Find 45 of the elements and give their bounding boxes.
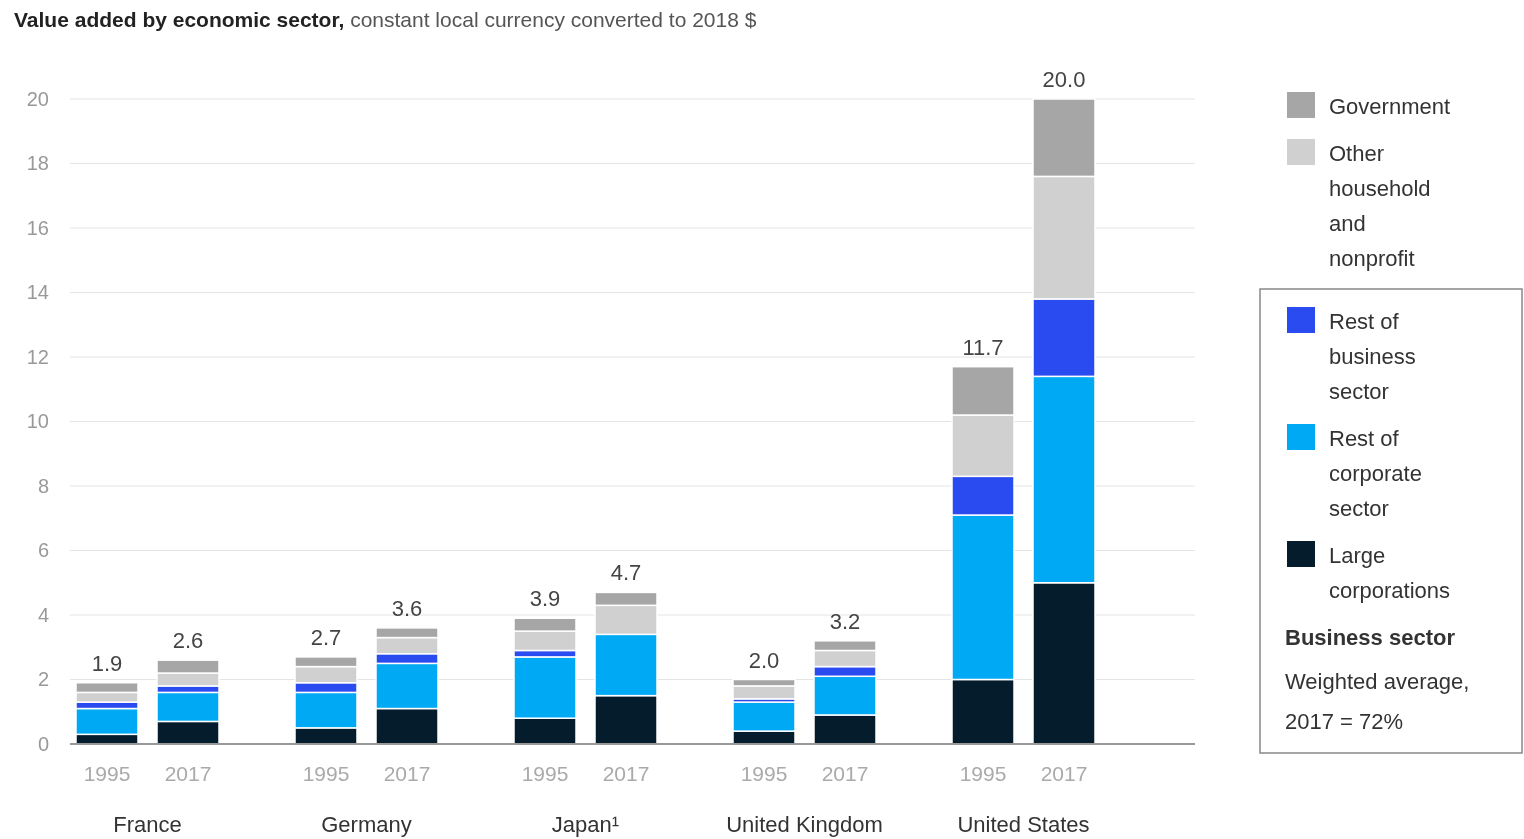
total-label: 3.2 [829,608,861,634]
y-tick-label: 10 [26,410,49,433]
total-label: 4.7 [610,560,642,586]
legend-label: Other household and nonprofit [1329,141,1431,271]
y-tick-label: 8 [37,474,49,497]
text: Germany [321,812,412,837]
x-tick-label: 1995 [959,762,1007,785]
legend-label: Rest of corporate sector [1329,426,1422,521]
text: United States [957,812,1090,837]
legend-label: Government [1329,94,1451,119]
total-label: 2.7 [310,624,342,650]
text: United Kingdom [726,812,883,837]
y-tick-label: 0 [37,732,49,755]
y-tick-label: 2 [37,668,49,691]
y-tick-label: 20 [26,87,49,110]
legend-label: Rest of business sector [1329,309,1416,404]
y-tick-label: 4 [37,603,49,626]
total-label: 2.6 [172,628,204,654]
legend-label: Large corporations [1329,543,1451,603]
x-tick-label: 1995 [83,762,131,785]
y-tick-label: 6 [37,539,49,562]
y-tick-label: 14 [26,281,49,304]
x-tick-label: 2017 [602,762,650,785]
y-tick-label: 16 [26,216,49,239]
text: Weighted average, 2017 = 72% [1285,669,1470,734]
text: Business sector [1285,625,1456,650]
total-label: 1.9 [91,650,123,676]
chart-title: Value added by economic sector, [14,8,345,31]
text: Japan¹ [551,812,620,837]
total-label: 11.7 [962,334,1004,360]
text: France [113,812,182,837]
y-tick-label: 18 [26,152,49,175]
x-tick-label: 1995 [302,762,350,785]
total-label: 20.0 [1042,67,1086,92]
chart-subtitle: constant local currency converted to 2018 $ [344,8,757,31]
x-tick-label: 1995 [740,762,788,785]
x-tick-label: 2017 [383,762,431,785]
x-tick-label: 2017 [1040,762,1088,785]
x-tick-label: 2017 [164,762,212,785]
total-label: 3.6 [391,595,423,621]
total-label: 3.9 [529,586,561,612]
x-tick-label: 1995 [521,762,569,785]
total-label: 2.0 [748,647,780,673]
y-tick-label: 12 [26,345,49,368]
x-tick-label: 2017 [821,762,869,785]
